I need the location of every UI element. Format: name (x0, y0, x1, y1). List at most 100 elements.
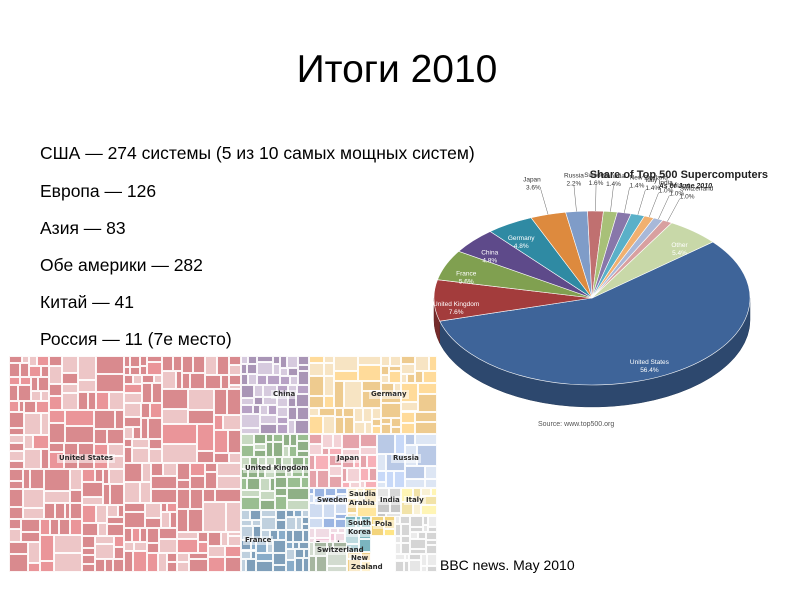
treemap-cell-united-states (147, 417, 163, 439)
pie-label-russia: Russia (564, 173, 584, 180)
treemap-cell-united-states (82, 563, 96, 572)
treemap-cell-united-kingdom (274, 476, 287, 488)
treemap-cell-germany (381, 375, 390, 384)
treemap-cell-germany (400, 364, 415, 375)
treemap-cell-united-states (104, 558, 113, 572)
pie-label-poland: Poland (669, 182, 690, 189)
treemap-cell-germany (372, 419, 382, 426)
treemap-cell-united-states (30, 469, 44, 490)
treemap-cell-canada (315, 528, 331, 538)
treemap-cell-united-states (40, 518, 51, 535)
pie-slice-united-states (439, 241, 751, 386)
treemap-cell-other (395, 542, 401, 555)
treemap-cell-united-states (205, 462, 218, 473)
treemap-cell-united-states (197, 531, 209, 542)
treemap-cell-other (428, 516, 437, 527)
treemap-cell-united-states (94, 429, 108, 444)
treemap-cell-china (260, 405, 269, 416)
treemap-cell-united-states (158, 538, 178, 553)
treemap-cell-united-states (177, 479, 191, 489)
treemap-cell-united-states (20, 377, 32, 386)
treemap-cell-japan (309, 455, 316, 470)
treemap-cell-united-states (158, 528, 178, 539)
treemap-cell-united-kingdom (297, 441, 309, 452)
pie-label-switzerland: Switzerland (680, 186, 714, 193)
treemap-cell-germany (407, 374, 415, 384)
treemap-cell-sweden (309, 493, 315, 504)
treemap-cell-italy (430, 488, 437, 497)
treemap-cell-united-states (29, 365, 42, 378)
treemap-cell-united-states (197, 541, 209, 553)
pie-value-italy: 1.4% (645, 185, 660, 192)
treemap-cell-other (425, 531, 437, 541)
treemap-cell-other (410, 516, 423, 527)
treemap-cell-france (294, 548, 305, 559)
treemap-cell-russia (377, 482, 386, 488)
treemap-cell-united-states (9, 481, 23, 490)
pie-label-other: Other (671, 242, 688, 249)
treemap-cell-united-kingdom (288, 446, 298, 458)
treemap-cell-united-states (9, 469, 23, 482)
treemap-cell-united-states (43, 503, 55, 519)
treemap-cell-united-states (196, 423, 214, 452)
treemap-cell-united-states (177, 539, 198, 553)
treemap-cell-united-states (146, 528, 159, 544)
treemap-cell-france (303, 558, 309, 572)
treemap-cell-japan (360, 446, 377, 456)
treemap-cell-canada (330, 528, 339, 534)
treemap-cell-united-states (19, 363, 30, 378)
treemap-cell-japan (365, 481, 377, 488)
treemap-cell-china (247, 373, 258, 385)
treemap-cell-germany (354, 408, 364, 422)
treemap-cell-united-states (21, 518, 41, 533)
treemap-cell-china (276, 423, 289, 434)
treemap-cell-germany (324, 376, 334, 397)
treemap-cell-united-kingdom (253, 449, 267, 458)
treemap-cell-germany (390, 426, 402, 434)
treemap-cell-germany (372, 408, 382, 420)
treemap-cell-china (257, 361, 273, 376)
pie-leader-italy (637, 189, 646, 215)
treemap-cell-france (260, 510, 277, 517)
treemap-cell-japan (369, 467, 377, 482)
treemap-cell-germany (389, 371, 401, 384)
treemap-cell-united-states (22, 469, 31, 490)
treemap-cell-germany (333, 370, 359, 382)
treemap-cell-france (241, 550, 252, 560)
treemap-cell-japan (309, 434, 322, 444)
treemap-cell-united-states (124, 356, 130, 368)
treemap-cell-china (260, 415, 277, 425)
bullet-usa: США — 274 системы (5 из 10 самых мощных … (40, 143, 475, 163)
pie-label-united-kingdom: United Kingdom (433, 301, 479, 308)
pie-value-switzerland: 1.0% (680, 194, 695, 201)
treemap-cell-united-states (54, 503, 66, 519)
treemap-cell-sweden (336, 488, 347, 494)
treemap-cell-united-states (9, 385, 18, 402)
treemap-cell-united-states (133, 427, 141, 439)
bullet-russia: Россия — 11 (7е место) (40, 329, 232, 349)
treemap-cell-other (420, 565, 427, 572)
treemap-cell-france (260, 516, 277, 530)
treemap-cell-united-states (208, 531, 221, 546)
treemap-cell-united-states (110, 483, 125, 505)
treemap-cell-united-kingdom (286, 487, 309, 501)
treemap-cell-russia (395, 434, 406, 454)
treemap-cell-switzerland (309, 542, 315, 556)
treemap-cell-united-states (58, 518, 70, 535)
treemap-cell-united-states (132, 551, 147, 572)
treemap-cell-united-states (162, 389, 188, 410)
treemap-cell-united-states (69, 518, 83, 535)
treemap-cell-united-states (217, 475, 241, 489)
treemap-cell-france (278, 529, 286, 541)
treemap-cell-united-states (96, 356, 125, 374)
pie-leader-japan (540, 189, 549, 215)
treemap-cell-united-kingdom (274, 496, 287, 510)
treemap-cell-france (241, 510, 251, 521)
pie-label-united-states: United States (630, 359, 670, 366)
treemap-cell-united-states (9, 411, 24, 428)
treemap-cell-united-states (96, 392, 110, 411)
treemap-cell-germany (318, 408, 335, 416)
treemap-cell-united-states (9, 542, 28, 555)
treemap-cell-china (268, 405, 277, 416)
treemap-cell-france (272, 540, 286, 554)
